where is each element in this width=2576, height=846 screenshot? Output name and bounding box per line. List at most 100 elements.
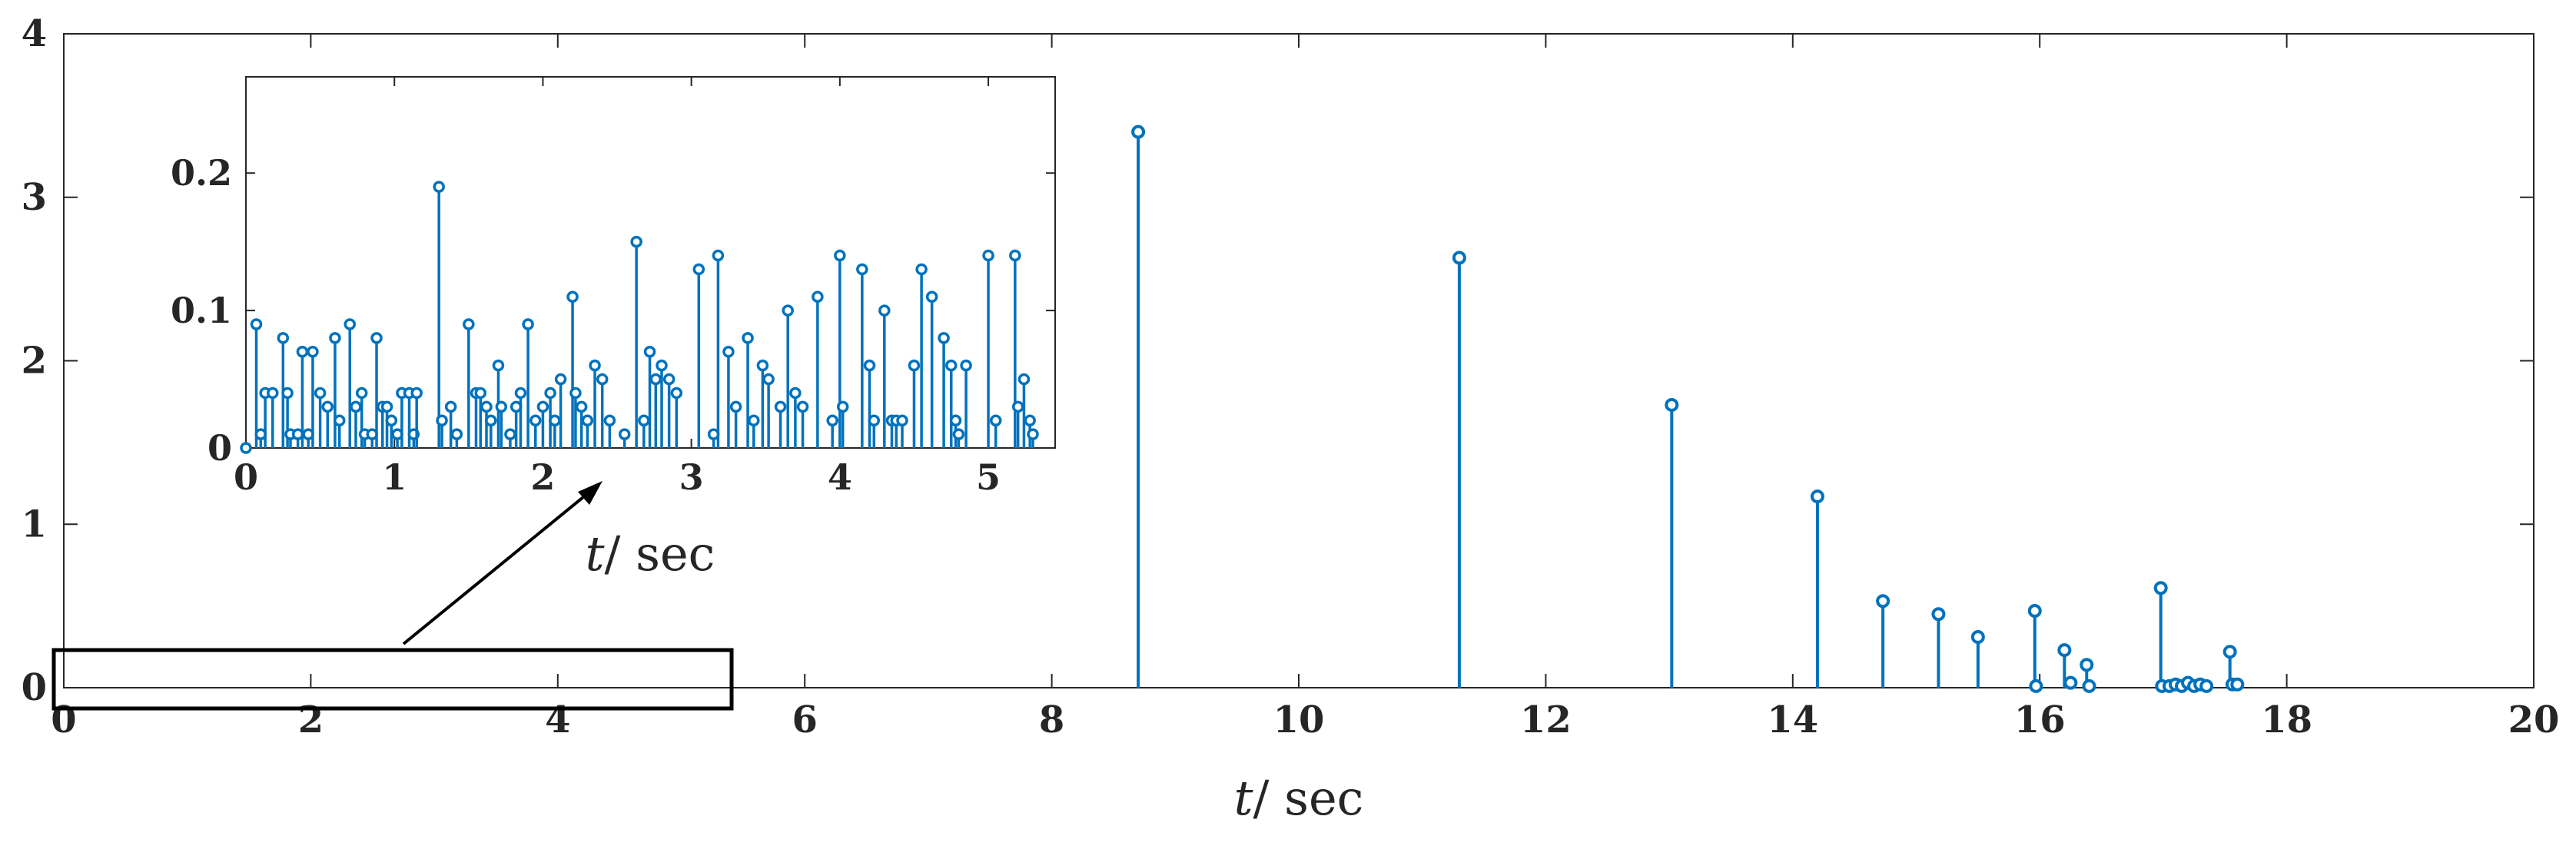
inset-stem-marker [463,318,475,330]
inset-stem-marker [789,387,802,400]
inset-stem-marker [549,414,561,426]
inset-stem-marker [529,414,542,426]
main-stem-marker [1876,594,1891,609]
inset-stem-marker [774,400,787,413]
inset-stem-marker [656,359,668,372]
main-ticks [63,33,2535,688]
inset-stem-marker [436,414,448,426]
inset-stem-marker [240,442,252,454]
inset-x-tick-label: 1 [382,456,407,498]
inset-stem-marker [868,414,881,426]
main-stem-marker [2057,643,2072,658]
main-stem-marker [2199,678,2214,693]
inset-stem-marker [569,387,582,400]
inset-stem-marker [762,373,775,386]
zoom-arrow-line [402,489,593,645]
inset-stem-marker [596,373,609,386]
inset-stem-marker [796,400,809,413]
inset-y-tick-label: 0.1 [171,290,232,331]
inset-stem-marker [433,181,445,193]
inset-stem-marker [504,428,516,440]
inset-stem-marker [281,387,294,400]
inset-x-tick-label: 5 [976,456,1001,498]
inset-stem-marker [522,318,534,330]
inset-x-tick-label: 3 [679,456,704,498]
inset-stem-marker [385,414,398,426]
inset-y-tick-label: 0 [207,427,232,469]
inset-stem-marker [925,290,938,303]
inset-stem-marker [618,428,631,440]
inset-stem-marker [960,359,972,372]
inset-stem-marker [989,414,1002,426]
inset-x-tick-label: 0 [234,456,258,498]
main-x-tick-label: 14 [1767,698,1818,741]
inset-stem-marker [649,373,662,386]
inset-stem-marker [1024,414,1036,426]
inset-stem-marker [554,373,567,386]
main-stem-marker [2027,604,2042,619]
inset-stem-marker [355,387,368,400]
main-stem-marker [1665,397,1679,412]
inset-stem-marker [826,414,838,426]
main-x-tick-label: 2 [298,698,324,741]
main-stem-marker [1810,489,1824,504]
inset-stem-marker [474,387,487,400]
inset-stem-marker [938,332,950,344]
main-stem-marker [1131,124,1146,139]
inset-stem-marker [856,263,868,276]
main-stem-marker [2063,675,2078,690]
inset-stem-marker [370,332,383,344]
inset-stem-marker [380,400,393,413]
inset-stem-marker [712,249,725,262]
inset-stem-marker [670,387,683,400]
inset-stem-marker [662,373,676,386]
inset-stem-marker [589,359,601,372]
inset-x-axis-label: t/ sec [586,526,715,582]
inset-stem-marker [1027,428,1039,440]
inset-stem-marker [514,387,527,400]
zoom-box [51,648,734,711]
inset-stem-marker [1009,249,1021,262]
inset-stem-marker [410,387,423,400]
main-x-tick-label: 8 [1039,698,1064,741]
inset-stem-marker [878,304,891,317]
inset-stem-marker [952,428,965,440]
inset-stems [240,181,1039,454]
inset-stem-marker [836,400,849,413]
main-y-tick-label: 0 [22,666,47,709]
main-x-tick-label: 10 [1273,698,1325,741]
inset-stem-marker [566,290,579,303]
inset-stem-marker [742,332,754,344]
inset-stem-marker [982,249,994,262]
main-y-tick-label: 2 [22,340,47,383]
inset-stem-marker [485,414,497,426]
inset-stem-marker [575,400,588,413]
inset-y-tick-label: 0.2 [171,152,232,194]
main-stem-marker [2082,678,2096,693]
inset-stem-marker [450,428,463,440]
inset-stem-marker [1017,373,1031,386]
main-x-tick-label: 20 [2508,698,2560,741]
main-stem-marker [2222,645,2237,659]
main-x-tick-label: 16 [2014,698,2066,741]
inset-stem-marker [945,359,958,372]
inset-stem-marker [344,318,356,330]
inset-stem-marker [643,346,656,358]
inset-stem-marker [834,249,846,262]
inset-stem-marker [444,400,457,413]
main-x-tick-label: 4 [545,698,570,741]
main-stems [1131,124,2245,693]
inset-stem-marker [782,304,794,317]
inset-stem-marker [267,387,279,400]
main-y-tick-label: 3 [22,176,47,219]
inset-stem-marker [756,359,769,372]
inset-stem-marker [863,359,876,372]
inset-stem-marker [492,359,505,372]
inset-stem-marker [536,400,549,413]
inset-stem-marker [630,235,642,248]
inset-stem-marker [296,346,309,358]
inset-stem-marker [333,414,346,426]
inset-stem-marker [1011,400,1024,413]
